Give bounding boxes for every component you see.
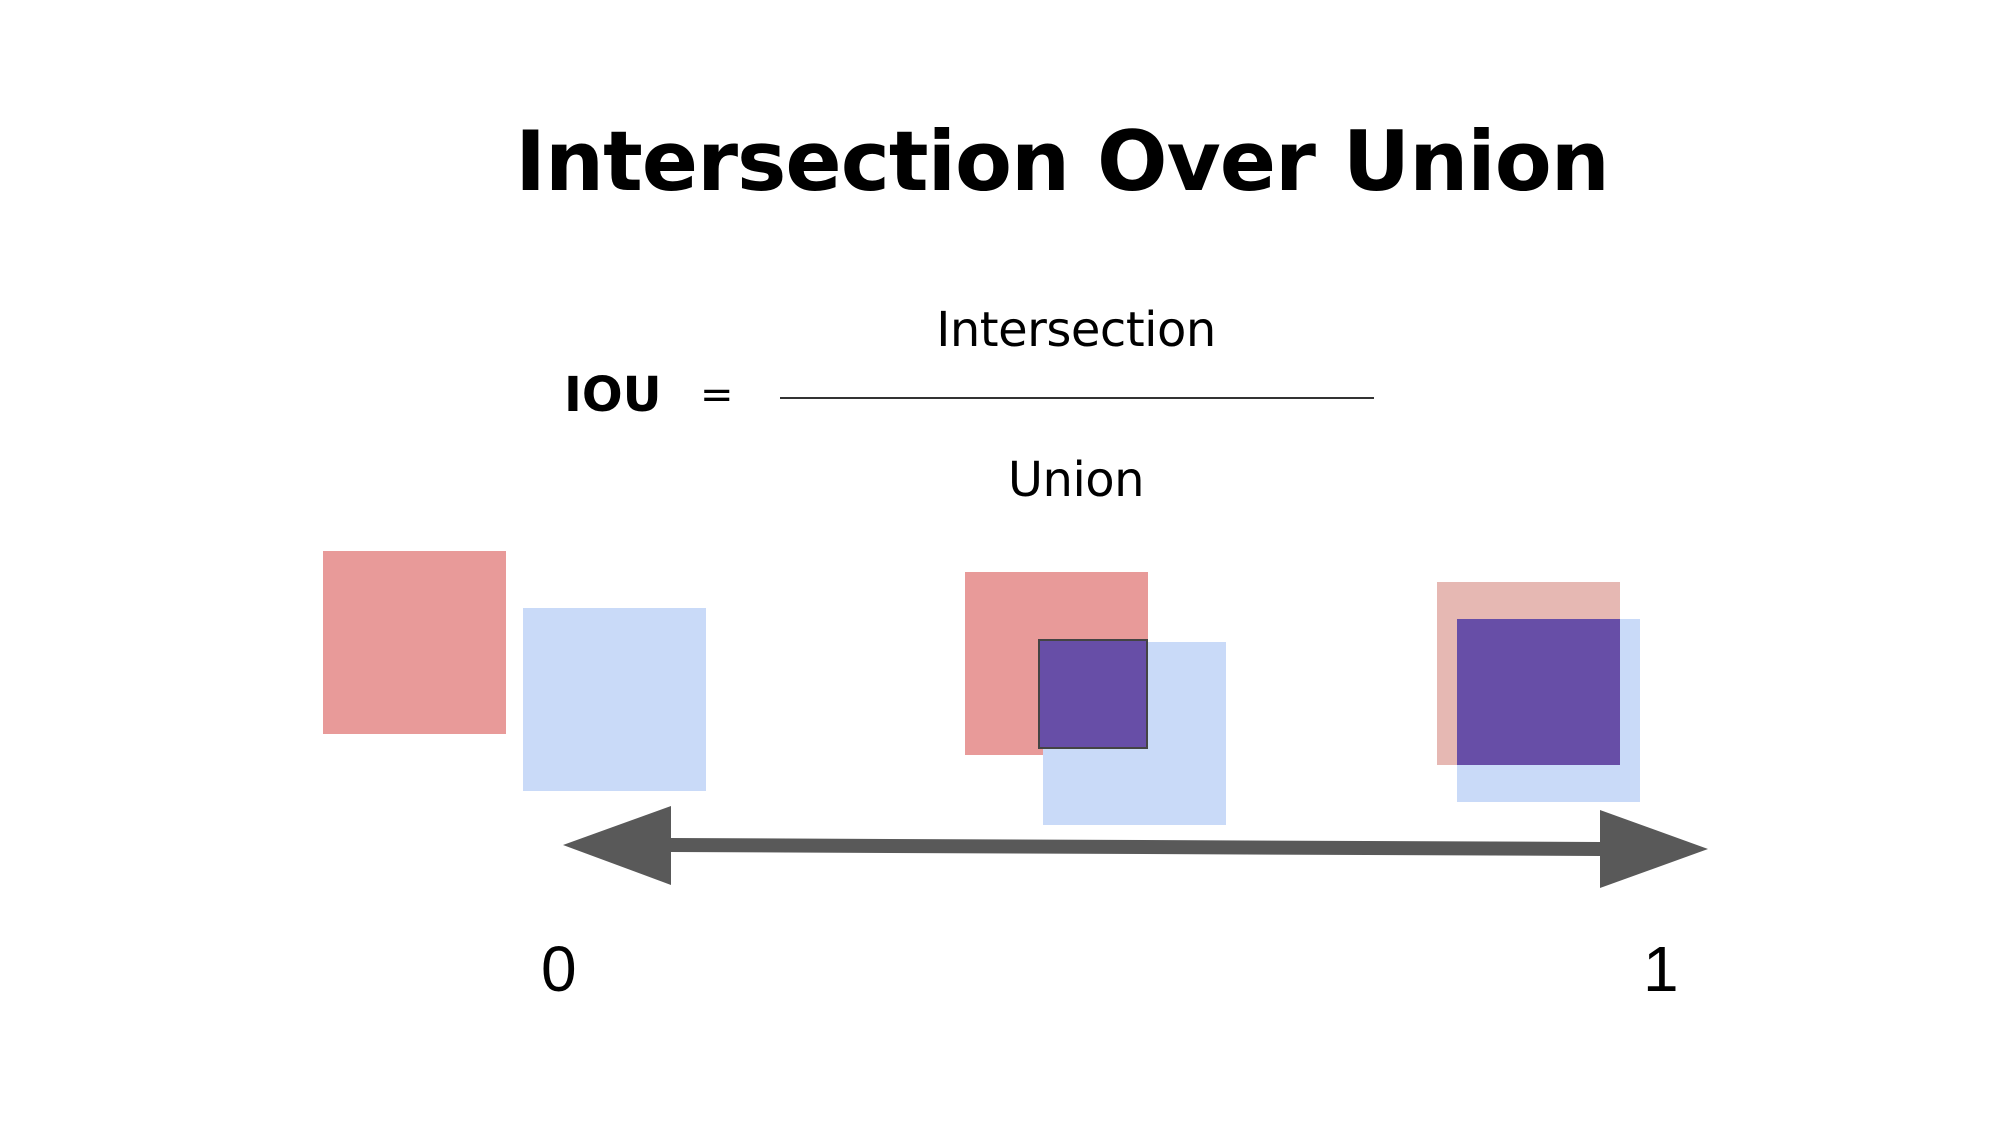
- formula-lhs: IOU: [564, 367, 662, 423]
- diagram-title: Intersection Over Union: [515, 113, 1610, 210]
- arrow-head-right: [1600, 810, 1708, 888]
- arrow-body: [670, 838, 1600, 856]
- scale-min-label: 0: [541, 933, 577, 1005]
- fraction-bar: [780, 397, 1374, 399]
- arrow-head-left: [563, 806, 671, 885]
- example-high-intersection: [1457, 619, 1620, 765]
- example-no-overlap-box-a: [323, 551, 506, 734]
- example-no-overlap-box-b: [523, 608, 706, 791]
- formula-numerator: Intersection: [936, 302, 1216, 358]
- scale-max-label: 1: [1643, 933, 1679, 1005]
- formula-denominator: Union: [1007, 452, 1145, 508]
- formula-equals: =: [700, 372, 734, 418]
- example-partial-intersection: [1038, 639, 1148, 749]
